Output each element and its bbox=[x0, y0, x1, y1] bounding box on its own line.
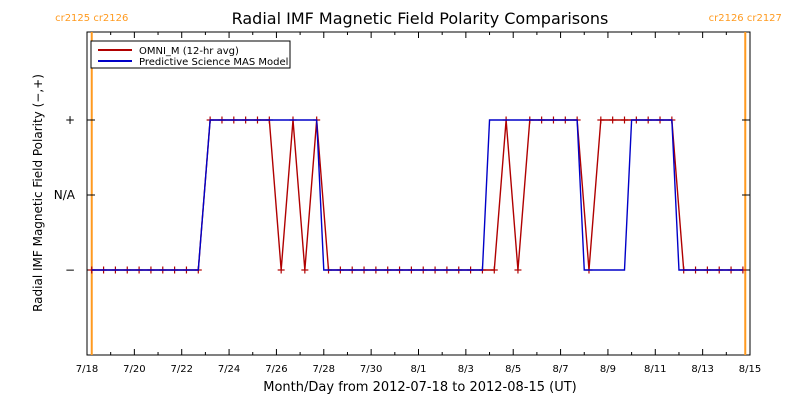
y-axis-label: Radial IMF Magnetic Field Polarity (−,+) bbox=[31, 74, 45, 312]
legend-label-omni: OMNI_M (12-hr avg) bbox=[139, 46, 239, 57]
x-axis-label: Month/Day from 2012-07-18 to 2012-08-15 … bbox=[263, 380, 576, 395]
x-tick-label-3: 7/24 bbox=[218, 364, 240, 375]
carrington-marker-label-0: cr2125 cr2126 bbox=[55, 13, 128, 24]
x-tick-label-14: 8/15 bbox=[739, 364, 761, 375]
series-0-point-43 bbox=[597, 116, 605, 124]
y-axis-ticks: + N/A − bbox=[54, 113, 750, 277]
x-tick-label-12: 8/11 bbox=[644, 364, 666, 375]
x-tick-label-6: 7/30 bbox=[360, 364, 382, 375]
x-tick-label-5: 7/28 bbox=[313, 364, 335, 375]
series-0-point-45 bbox=[621, 116, 629, 124]
series-0-point-44 bbox=[609, 116, 617, 124]
carrington-marker-label-1: cr2126 cr2127 bbox=[709, 13, 782, 24]
legend: OMNI_M (12-hr avg) Predictive Science MA… bbox=[90, 40, 291, 69]
x-tick-label-4: 7/26 bbox=[265, 364, 287, 375]
x-tick-label-2: 7/22 bbox=[170, 364, 192, 375]
x-tick-label-7: 8/1 bbox=[410, 364, 426, 375]
series-0-point-36 bbox=[514, 266, 522, 274]
plot-frame bbox=[86, 31, 751, 356]
series-0-point-16 bbox=[277, 266, 285, 274]
carrington-markers: cr2125 cr2126 cr2126 cr2127 bbox=[55, 13, 782, 355]
x-tick-label-9: 8/5 bbox=[505, 364, 521, 375]
legend-box bbox=[90, 40, 291, 69]
x-tick-label-0: 7/18 bbox=[76, 364, 98, 375]
x-tick-label-10: 8/7 bbox=[553, 364, 569, 375]
legend-label-mas: Predictive Science MAS Model bbox=[139, 57, 288, 68]
x-tick-label-13: 8/13 bbox=[691, 364, 713, 375]
x-tick-label-11: 8/9 bbox=[600, 364, 616, 375]
y-tick-label-2: − bbox=[65, 263, 75, 277]
x-tick-label-8: 8/3 bbox=[458, 364, 474, 375]
y-tick-label-0: + bbox=[65, 113, 75, 127]
x-tick-label-1: 7/20 bbox=[123, 364, 145, 375]
series-line-1 bbox=[91, 119, 743, 271]
series-line-0 bbox=[91, 119, 743, 271]
series-0-point-18 bbox=[301, 266, 309, 274]
series-group bbox=[88, 116, 747, 274]
x-axis-ticks: 7/18 7/20 7/22 7/24 7/26 7/28 7/30 8/1 8/3 8/5 8/7… bbox=[76, 32, 761, 375]
chart-title: Radial IMF Magnetic Field Polarity Compa… bbox=[232, 9, 609, 28]
y-tick-label-1: N/A bbox=[54, 188, 76, 202]
series-0-point-34 bbox=[490, 266, 498, 274]
